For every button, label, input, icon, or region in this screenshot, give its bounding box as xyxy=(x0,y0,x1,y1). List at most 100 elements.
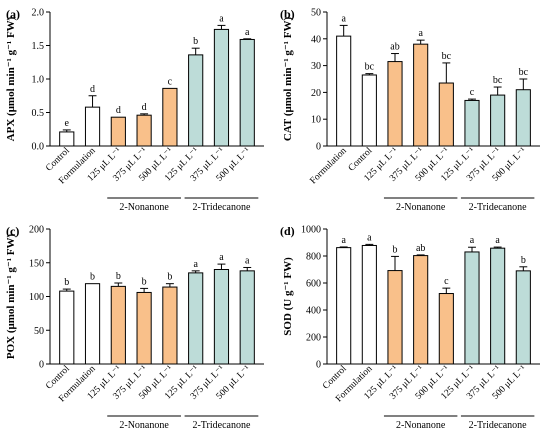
significance-letter: a xyxy=(418,28,423,39)
bar xyxy=(387,61,403,147)
bar xyxy=(361,74,377,147)
significance-letter: ab xyxy=(416,243,425,254)
group-label: 2-Nonanone xyxy=(396,420,446,431)
significance-letter: a xyxy=(470,235,475,246)
x-tick-label: Formulation xyxy=(309,146,349,186)
significance-letter: a xyxy=(367,232,372,243)
bar xyxy=(490,94,506,147)
y-tick-label: 2.0 xyxy=(32,8,45,19)
bar xyxy=(413,43,429,147)
y-axis-label: SOD (U g⁻¹ FW) xyxy=(282,257,294,336)
group-label: 2-Tridecanone xyxy=(469,420,528,431)
significance-letter: e xyxy=(65,118,70,129)
bar xyxy=(438,82,454,147)
y-tick-label: 0 xyxy=(316,142,321,153)
panel-label: (b) xyxy=(280,7,295,21)
y-tick-label: 100 xyxy=(29,292,44,303)
chart-panel-a: 0.0 0.5 1.0 1.5 2.0 (a)APX (μmol min⁻¹ g⁻¹ FW… xyxy=(5,7,264,213)
significance-letter: c xyxy=(444,276,449,287)
bar xyxy=(213,269,230,365)
group-label: 2-Nonanone xyxy=(396,202,446,213)
chart-panel-b: 0 10 20 30 40 50 (b)CAT (μmol min⁻¹ g⁻¹ FW) a Fo… xyxy=(280,7,540,213)
group-label: 2-Tridecanone xyxy=(192,202,251,213)
bar xyxy=(515,270,531,365)
y-tick-label: 0 xyxy=(39,360,44,371)
y-tick-label: 1.0 xyxy=(32,75,45,86)
bar xyxy=(361,244,377,365)
y-tick-label: 40 xyxy=(311,34,321,45)
y-tick-label: 10 xyxy=(311,115,321,126)
bar xyxy=(162,87,178,147)
y-tick-label: 150 xyxy=(29,258,44,269)
y-axis-label: CAT (μmol min⁻¹ g⁻¹ FW) xyxy=(282,17,294,142)
bar xyxy=(336,247,352,365)
significance-letter: c xyxy=(470,87,475,98)
y-tick-label: 1000 xyxy=(301,225,321,236)
significance-letter: b xyxy=(64,277,69,288)
panel-label: (a) xyxy=(6,7,20,21)
bar xyxy=(413,255,429,365)
y-tick-label: 400 xyxy=(306,306,321,317)
significance-letter: bc xyxy=(365,62,375,73)
y-tick-label: 30 xyxy=(311,61,321,72)
bar xyxy=(84,106,101,147)
y-tick-label: 800 xyxy=(306,252,321,263)
significance-letter: a xyxy=(193,259,198,270)
group-label: 2-Tridecanone xyxy=(192,420,251,431)
bar xyxy=(213,28,230,147)
bar xyxy=(239,270,255,365)
bar xyxy=(336,35,352,147)
y-tick-label: 0 xyxy=(316,360,321,371)
significance-letter: a xyxy=(219,252,224,263)
panel-label: (c) xyxy=(6,224,19,238)
bar xyxy=(110,116,126,147)
bar xyxy=(239,38,255,147)
bar xyxy=(464,251,480,365)
significance-letter: a xyxy=(495,235,500,246)
significance-letter: a xyxy=(341,13,346,24)
y-tick-label: 50 xyxy=(34,326,44,337)
group-label: 2-Tridecanone xyxy=(469,202,528,213)
significance-letter: bc xyxy=(519,67,529,78)
bar xyxy=(387,270,403,365)
y-tick-label: 200 xyxy=(306,333,321,344)
bar xyxy=(136,114,152,147)
bar xyxy=(188,272,204,365)
bar xyxy=(162,286,178,365)
significance-letter: b xyxy=(393,244,398,255)
significance-letter: b xyxy=(142,276,147,287)
bar xyxy=(136,291,152,365)
significance-letter: bc xyxy=(442,51,452,62)
significance-letter: d xyxy=(142,102,147,113)
significance-letter: b xyxy=(116,271,121,282)
y-tick-label: 200 xyxy=(29,225,44,236)
y-tick-label: 0.0 xyxy=(32,142,45,153)
significance-letter: c xyxy=(168,76,173,87)
bar xyxy=(515,89,531,147)
group-label: 2-Nonanone xyxy=(119,420,169,431)
y-tick-label: 50 xyxy=(311,8,321,19)
bar xyxy=(84,283,101,365)
y-tick-label: 600 xyxy=(306,279,321,290)
significance-letter: b xyxy=(167,272,172,283)
y-tick-label: 0.5 xyxy=(32,108,45,119)
y-axis-label: POX (μmol min⁻¹ g⁻¹ FW) xyxy=(5,234,17,360)
y-axis-label: APX (μmol min⁻¹ g⁻¹ FW) xyxy=(5,16,17,141)
group-label: 2-Nonanone xyxy=(119,202,169,213)
significance-letter: a xyxy=(245,27,250,38)
bar xyxy=(188,54,204,147)
panel-label: (d) xyxy=(280,224,295,238)
significance-letter: a xyxy=(341,235,346,246)
significance-letter: d xyxy=(116,105,121,116)
bar xyxy=(438,293,454,365)
significance-letter: b xyxy=(521,255,526,266)
significance-letter: a xyxy=(245,255,250,266)
significance-letter: b xyxy=(193,36,198,47)
bar xyxy=(490,247,506,365)
bar xyxy=(110,285,126,365)
y-tick-label: 20 xyxy=(311,88,321,99)
significance-letter: a xyxy=(219,13,224,24)
